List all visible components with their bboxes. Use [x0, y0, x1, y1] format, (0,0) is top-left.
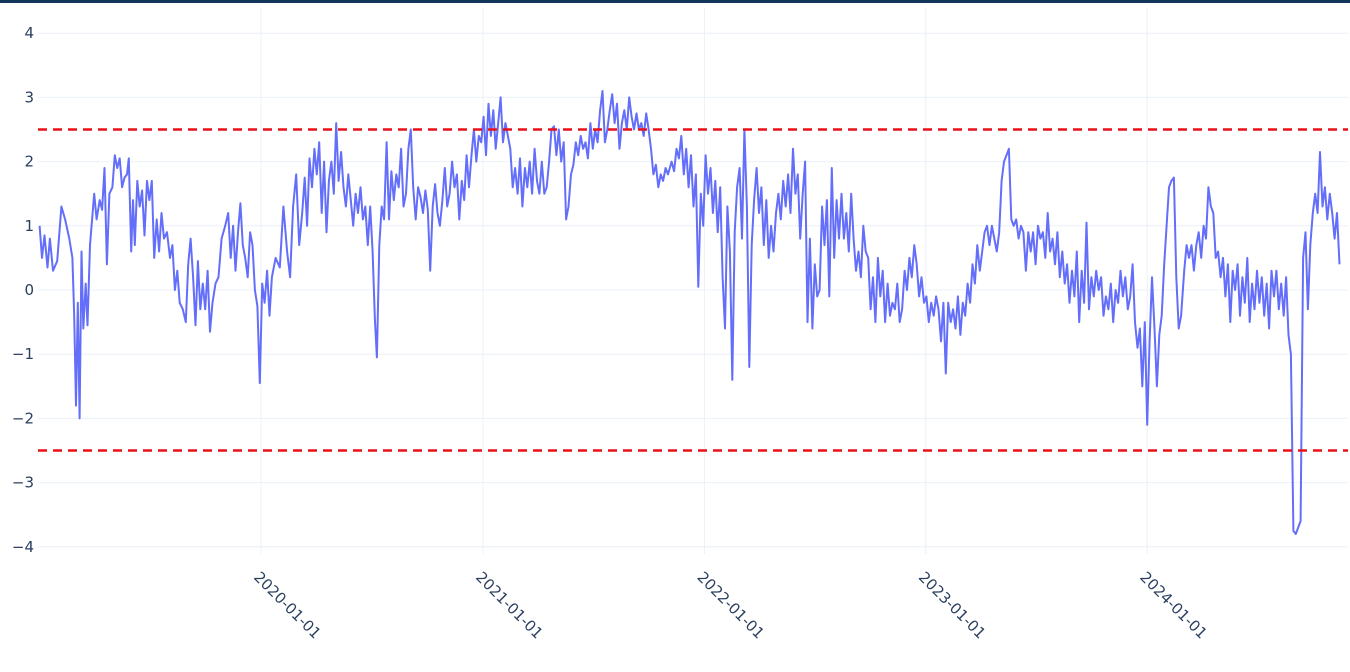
y-tick-label: 2 — [24, 153, 34, 171]
threshold-lines — [38, 128, 1348, 452]
x-tick-label: 2024-01-01 — [1136, 568, 1210, 642]
y-tick-label: −4 — [12, 538, 34, 556]
x-axis-tick-labels: 2020-01-01 2021-01-01 2022-01-01 2023-01… — [250, 568, 1211, 642]
y-tick-label: 0 — [24, 281, 34, 299]
y-axis-tick-labels: −4 −3 −2 −1 0 1 2 3 4 — [12, 24, 34, 556]
y-gridlines — [38, 32, 1348, 548]
x-tick-label: 2021-01-01 — [472, 568, 546, 642]
y-tick-label: −1 — [12, 345, 34, 363]
series-layer — [38, 90, 1341, 535]
x-tick-label: 2023-01-01 — [915, 568, 989, 642]
x-tick-label: 2020-01-01 — [250, 568, 324, 642]
top-rule — [0, 0, 1350, 3]
x-gridlines — [260, 8, 1148, 554]
y-tick-label: −3 — [12, 474, 34, 492]
y-tick-label: −2 — [12, 409, 34, 427]
series-line — [38, 90, 1341, 535]
y-tick-label: 1 — [24, 217, 34, 235]
y-tick-label: 3 — [24, 88, 34, 106]
y-tick-label: 4 — [24, 24, 34, 42]
x-tick-label: 2022-01-01 — [694, 568, 768, 642]
